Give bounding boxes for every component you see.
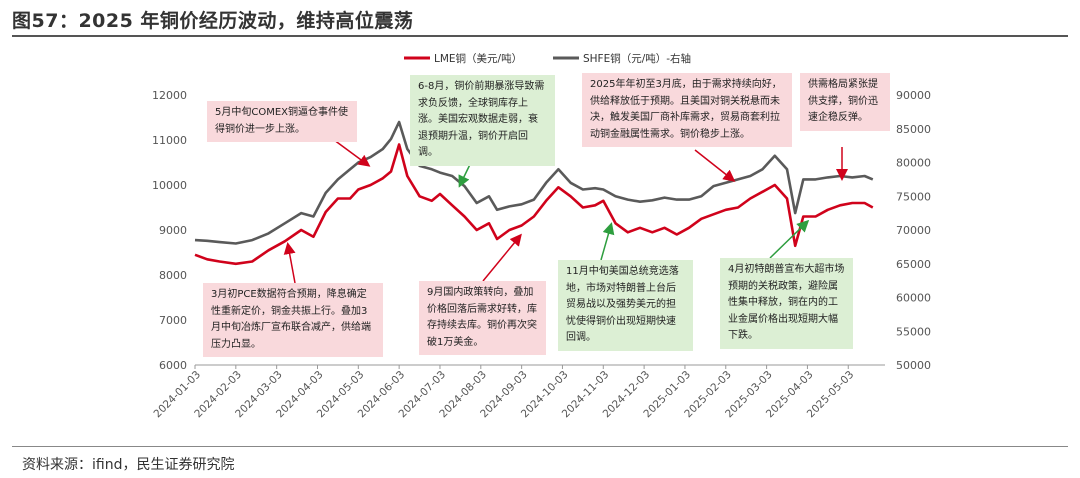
right-tick-label: 60000 (896, 292, 931, 305)
annotation-march-pce: 3月初PCE数据符合预期，降息确定性重新定价，铜金共振上行。叠加3月中旬冶炼厂宣… (203, 283, 383, 357)
arrow-april-tariff (769, 219, 810, 259)
annotation-sept-policy: 9月国内政策转向，叠加价格回落后需求好转，库存持续去库。铜价再次突破1万美金。 (419, 281, 546, 355)
right-tick-label: 65000 (896, 258, 931, 271)
annotation-comex-squeeze: 5月中旬COMEX铜逼仓事件使得铜价进一步上涨。 (207, 101, 357, 142)
left-tick-label: 9000 (159, 224, 187, 237)
chart-legend: LME铜（美元/吨） SHFE铜（元/吨）-右轴 (404, 52, 691, 65)
right-tick-label: 85000 (896, 123, 931, 136)
left-tick-label: 7000 (159, 314, 187, 327)
right-tick-label: 75000 (896, 190, 931, 203)
right-tick-label: 80000 (896, 157, 931, 170)
annotation-rebound-support: 供需格局紧张提供支撑，铜价迅速企稳反弹。 (800, 73, 890, 131)
arrow-sept-policy (482, 233, 522, 282)
copper-price-chart: LME铜（美元/吨） SHFE铜（元/吨）-右轴 12000 11000 10000… (151, 52, 931, 420)
annotation-april-tariff: 4月初特朗普宣布大超市场预期的关税政策，避险属性集中释放，铜在内的工业金属价格出… (720, 258, 853, 349)
annotation-2025-q1-rise: 2025年年初至3月底，由于需求持续向好，供给释放低于预期。且美国对铜关税悬而未… (582, 73, 792, 147)
right-tick-label: 50000 (896, 359, 931, 372)
right-tick-label: 55000 (896, 325, 931, 338)
left-tick-label: 12000 (152, 89, 187, 102)
right-tick-label: 70000 (896, 224, 931, 237)
right-tick-label: 90000 (896, 89, 931, 102)
plot-area (194, 120, 874, 266)
left-axis-ticks: 12000 11000 10000 9000 8000 7000 6000 (152, 89, 187, 372)
x-axis-ticks: 2024-01-032024-02-032024-03-032024-04-03… (151, 364, 885, 420)
arrow-march-pce (283, 242, 296, 284)
annotation-nov-election: 11月中旬美国总统竞选落地，市场对特朗普上台后贸易战以及强势美元的担忧使得铜价出… (558, 260, 693, 351)
left-tick-label: 11000 (152, 134, 187, 147)
footer-divider (12, 446, 1068, 447)
lme-series-line (194, 143, 874, 266)
left-tick-label: 8000 (159, 269, 187, 282)
annotation-jun-aug-pullback: 6-8月，铜价前期暴涨导致需求负反馈，全球铜库存上涨。美国宏观数据走弱，衰退预期… (410, 75, 555, 166)
arrow-nov-election (600, 222, 615, 261)
legend-shfe-label: SHFE铜（元/吨）-右轴 (583, 52, 691, 65)
arrow-2025-q1 (694, 149, 736, 182)
legend-lme-label: LME铜（美元/吨） (434, 52, 522, 65)
title-divider (12, 35, 1068, 37)
source-note: 资料来源：ifind，民生证券研究院 (22, 457, 235, 473)
left-tick-label: 6000 (159, 359, 187, 372)
shfe-series-line (194, 120, 874, 245)
right-axis-ticks: 90000 85000 80000 75000 70000 65000 60000 55000… (896, 89, 931, 372)
figure-title: 图57：2025 年铜价经历波动，维持高位震荡 (12, 10, 414, 32)
left-tick-label: 10000 (152, 179, 187, 192)
